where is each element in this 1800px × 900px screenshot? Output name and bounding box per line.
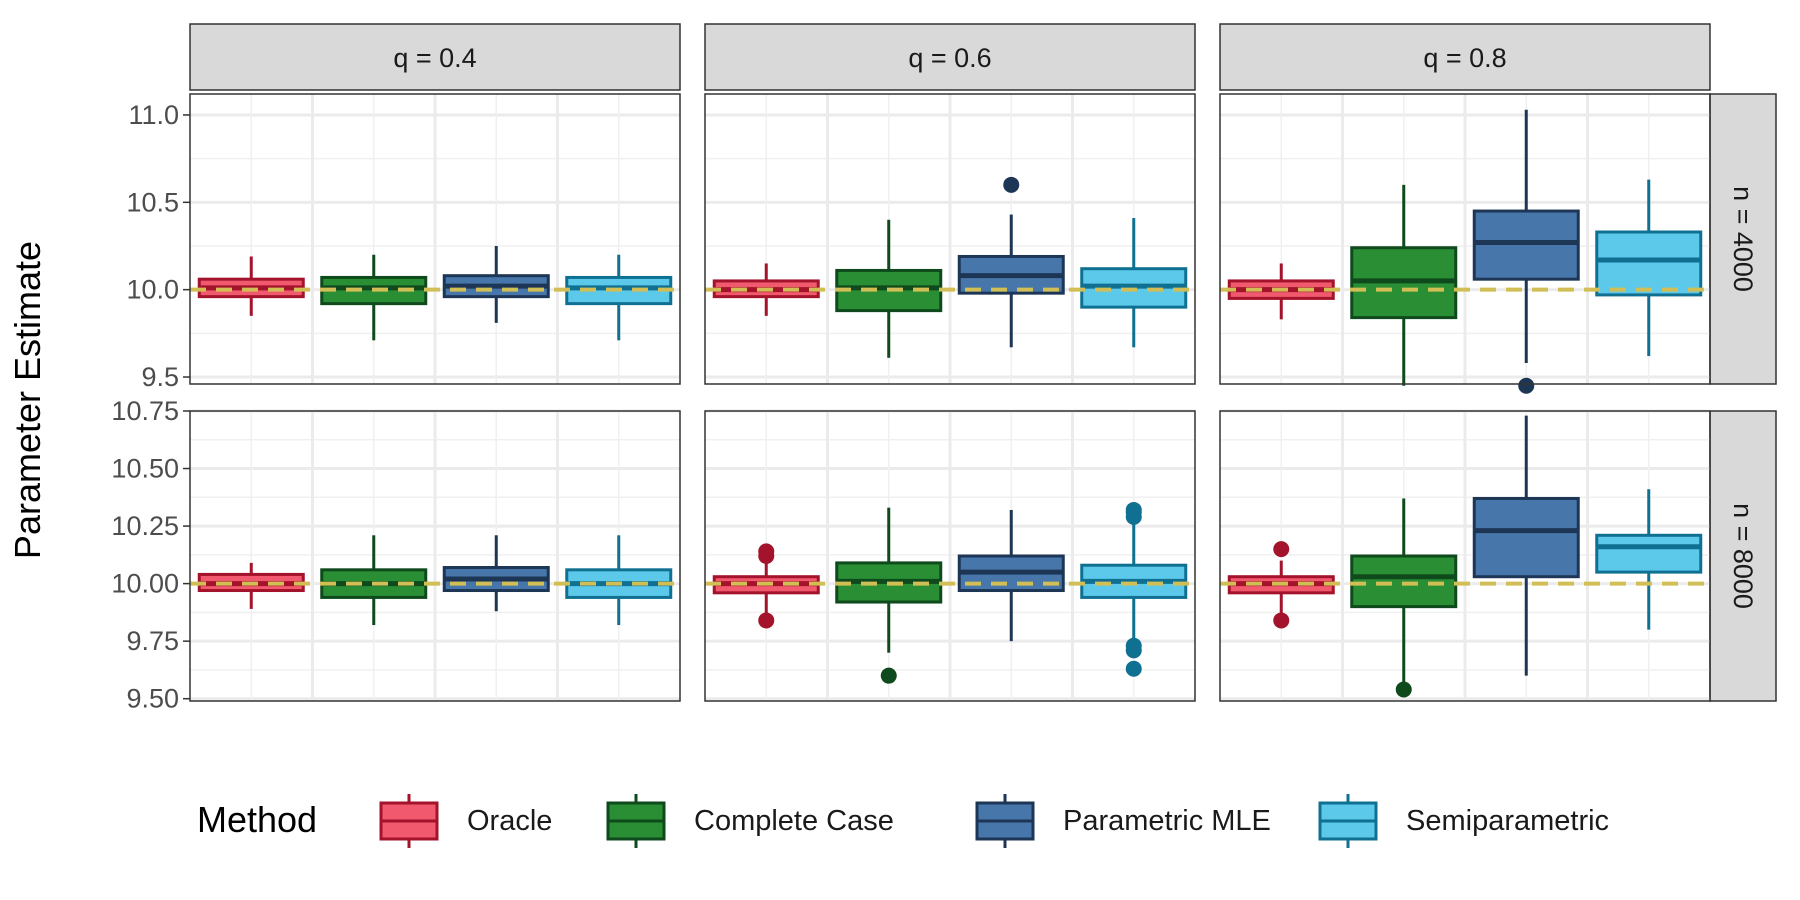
y-tick-label: 11.0 bbox=[128, 100, 179, 130]
box-complete-case bbox=[320, 535, 428, 626]
box-iqr bbox=[1472, 496, 1580, 579]
y-tick-label: 9.5 bbox=[141, 362, 179, 392]
box-outlier-point bbox=[1125, 637, 1142, 654]
box-outlier-point bbox=[880, 667, 897, 684]
panel-r2-c2 bbox=[704, 409, 1196, 702]
y-tick-label: 9.50 bbox=[126, 684, 179, 714]
panel-r1-c1 bbox=[189, 93, 681, 385]
y-tick-label: 10.50 bbox=[111, 454, 179, 484]
strip-row-bg bbox=[1709, 93, 1777, 385]
box-iqr bbox=[1595, 533, 1703, 574]
legend-item-complete-case: Complete Case bbox=[606, 794, 894, 848]
y-tick-label: 10.75 bbox=[111, 396, 179, 426]
box-outlier-point bbox=[1125, 660, 1142, 677]
box-iqr bbox=[1595, 230, 1703, 297]
y-tick-label: 9.75 bbox=[126, 626, 179, 656]
box-outlier-point bbox=[1273, 541, 1290, 558]
strip-row-label: n = 4000 bbox=[1728, 186, 1758, 292]
panel-border bbox=[189, 410, 681, 702]
panel-border bbox=[1219, 410, 1711, 702]
strip-col-1: q = 0.4 bbox=[189, 23, 681, 91]
legend-label: Parametric MLE bbox=[1063, 805, 1271, 837]
strip-col-label: q = 0.6 bbox=[908, 43, 991, 73]
legend-item-oracle: Oracle bbox=[379, 794, 552, 848]
panel-border bbox=[704, 410, 1196, 702]
y-axis-title: Parameter Estimate bbox=[7, 241, 48, 559]
box-semiparametric bbox=[1080, 218, 1188, 348]
box-outlier-point bbox=[758, 612, 775, 629]
strip-row-bg bbox=[1709, 410, 1777, 702]
box-complete-case bbox=[1350, 184, 1458, 386]
y-tick-label: 10.25 bbox=[111, 511, 179, 541]
box-parametric-mle bbox=[957, 176, 1065, 348]
box-semiparametric bbox=[565, 254, 673, 341]
box-complete-case bbox=[1350, 498, 1458, 698]
box-iqr bbox=[1472, 209, 1580, 281]
strip-col-2: q = 0.6 bbox=[704, 23, 1196, 91]
y-tick-label: 10.0 bbox=[126, 275, 179, 305]
panel-r1-c3 bbox=[1219, 93, 1711, 394]
panel-border bbox=[1219, 93, 1711, 385]
strip-col-label: q = 0.4 bbox=[393, 43, 476, 73]
strip-col-bg bbox=[189, 23, 681, 91]
box-complete-case bbox=[320, 254, 428, 341]
strip-col-label: q = 0.8 bbox=[1423, 43, 1506, 73]
legend-item-parametric-mle: Parametric MLE bbox=[975, 794, 1271, 848]
box-oracle bbox=[712, 543, 820, 629]
legend-item-semiparametric: Semiparametric bbox=[1318, 794, 1609, 848]
panel-r2-c3 bbox=[1219, 409, 1711, 702]
box-semiparametric bbox=[565, 535, 673, 626]
strip-col-bg bbox=[704, 23, 1196, 91]
box-parametric-mle bbox=[442, 245, 550, 323]
box-outlier-point bbox=[1273, 612, 1290, 629]
box-oracle bbox=[197, 562, 305, 609]
legend-label: Semiparametric bbox=[1406, 805, 1609, 837]
box-parametric-mle bbox=[1472, 109, 1580, 394]
panel-r2-c1 bbox=[189, 409, 681, 702]
box-parametric-mle bbox=[442, 535, 550, 612]
box-semiparametric bbox=[1595, 179, 1703, 357]
legend: Method Oracle Complete Case Parametric MLE… bbox=[197, 794, 1609, 848]
box-semiparametric bbox=[1080, 501, 1188, 677]
strip-col-bg bbox=[1219, 23, 1711, 91]
box-outlier-point bbox=[1125, 501, 1142, 518]
box-parametric-mle bbox=[1472, 415, 1580, 676]
legend-title: Method bbox=[197, 799, 317, 840]
box-outlier-point bbox=[1395, 681, 1412, 698]
y-tick-label: 10.5 bbox=[126, 187, 179, 217]
strip-row-label: n = 8000 bbox=[1728, 503, 1758, 609]
panel-r1-c2 bbox=[704, 93, 1196, 385]
strip-row-1: n = 4000 bbox=[1709, 93, 1777, 385]
box-oracle bbox=[197, 256, 305, 316]
box-parametric-mle bbox=[957, 509, 1065, 642]
box-outlier-point bbox=[758, 543, 775, 560]
box-outlier-point bbox=[1518, 377, 1535, 394]
box-iqr bbox=[1350, 554, 1458, 609]
legend-label: Oracle bbox=[467, 805, 552, 837]
box-semiparametric bbox=[1595, 489, 1703, 630]
facet-grid: q = 0.4 q = 0.6 q = 0.8 n = 4000 n = 8000 9.5… bbox=[111, 23, 1777, 714]
y-tick-label: 10.00 bbox=[111, 569, 179, 599]
strip-row-2: n = 8000 bbox=[1709, 410, 1777, 702]
strip-col-3: q = 0.8 bbox=[1219, 23, 1711, 91]
legend-label: Complete Case bbox=[694, 805, 894, 837]
panel-border bbox=[189, 93, 681, 385]
box-outlier-point bbox=[1003, 176, 1020, 193]
panel-border bbox=[704, 93, 1196, 385]
